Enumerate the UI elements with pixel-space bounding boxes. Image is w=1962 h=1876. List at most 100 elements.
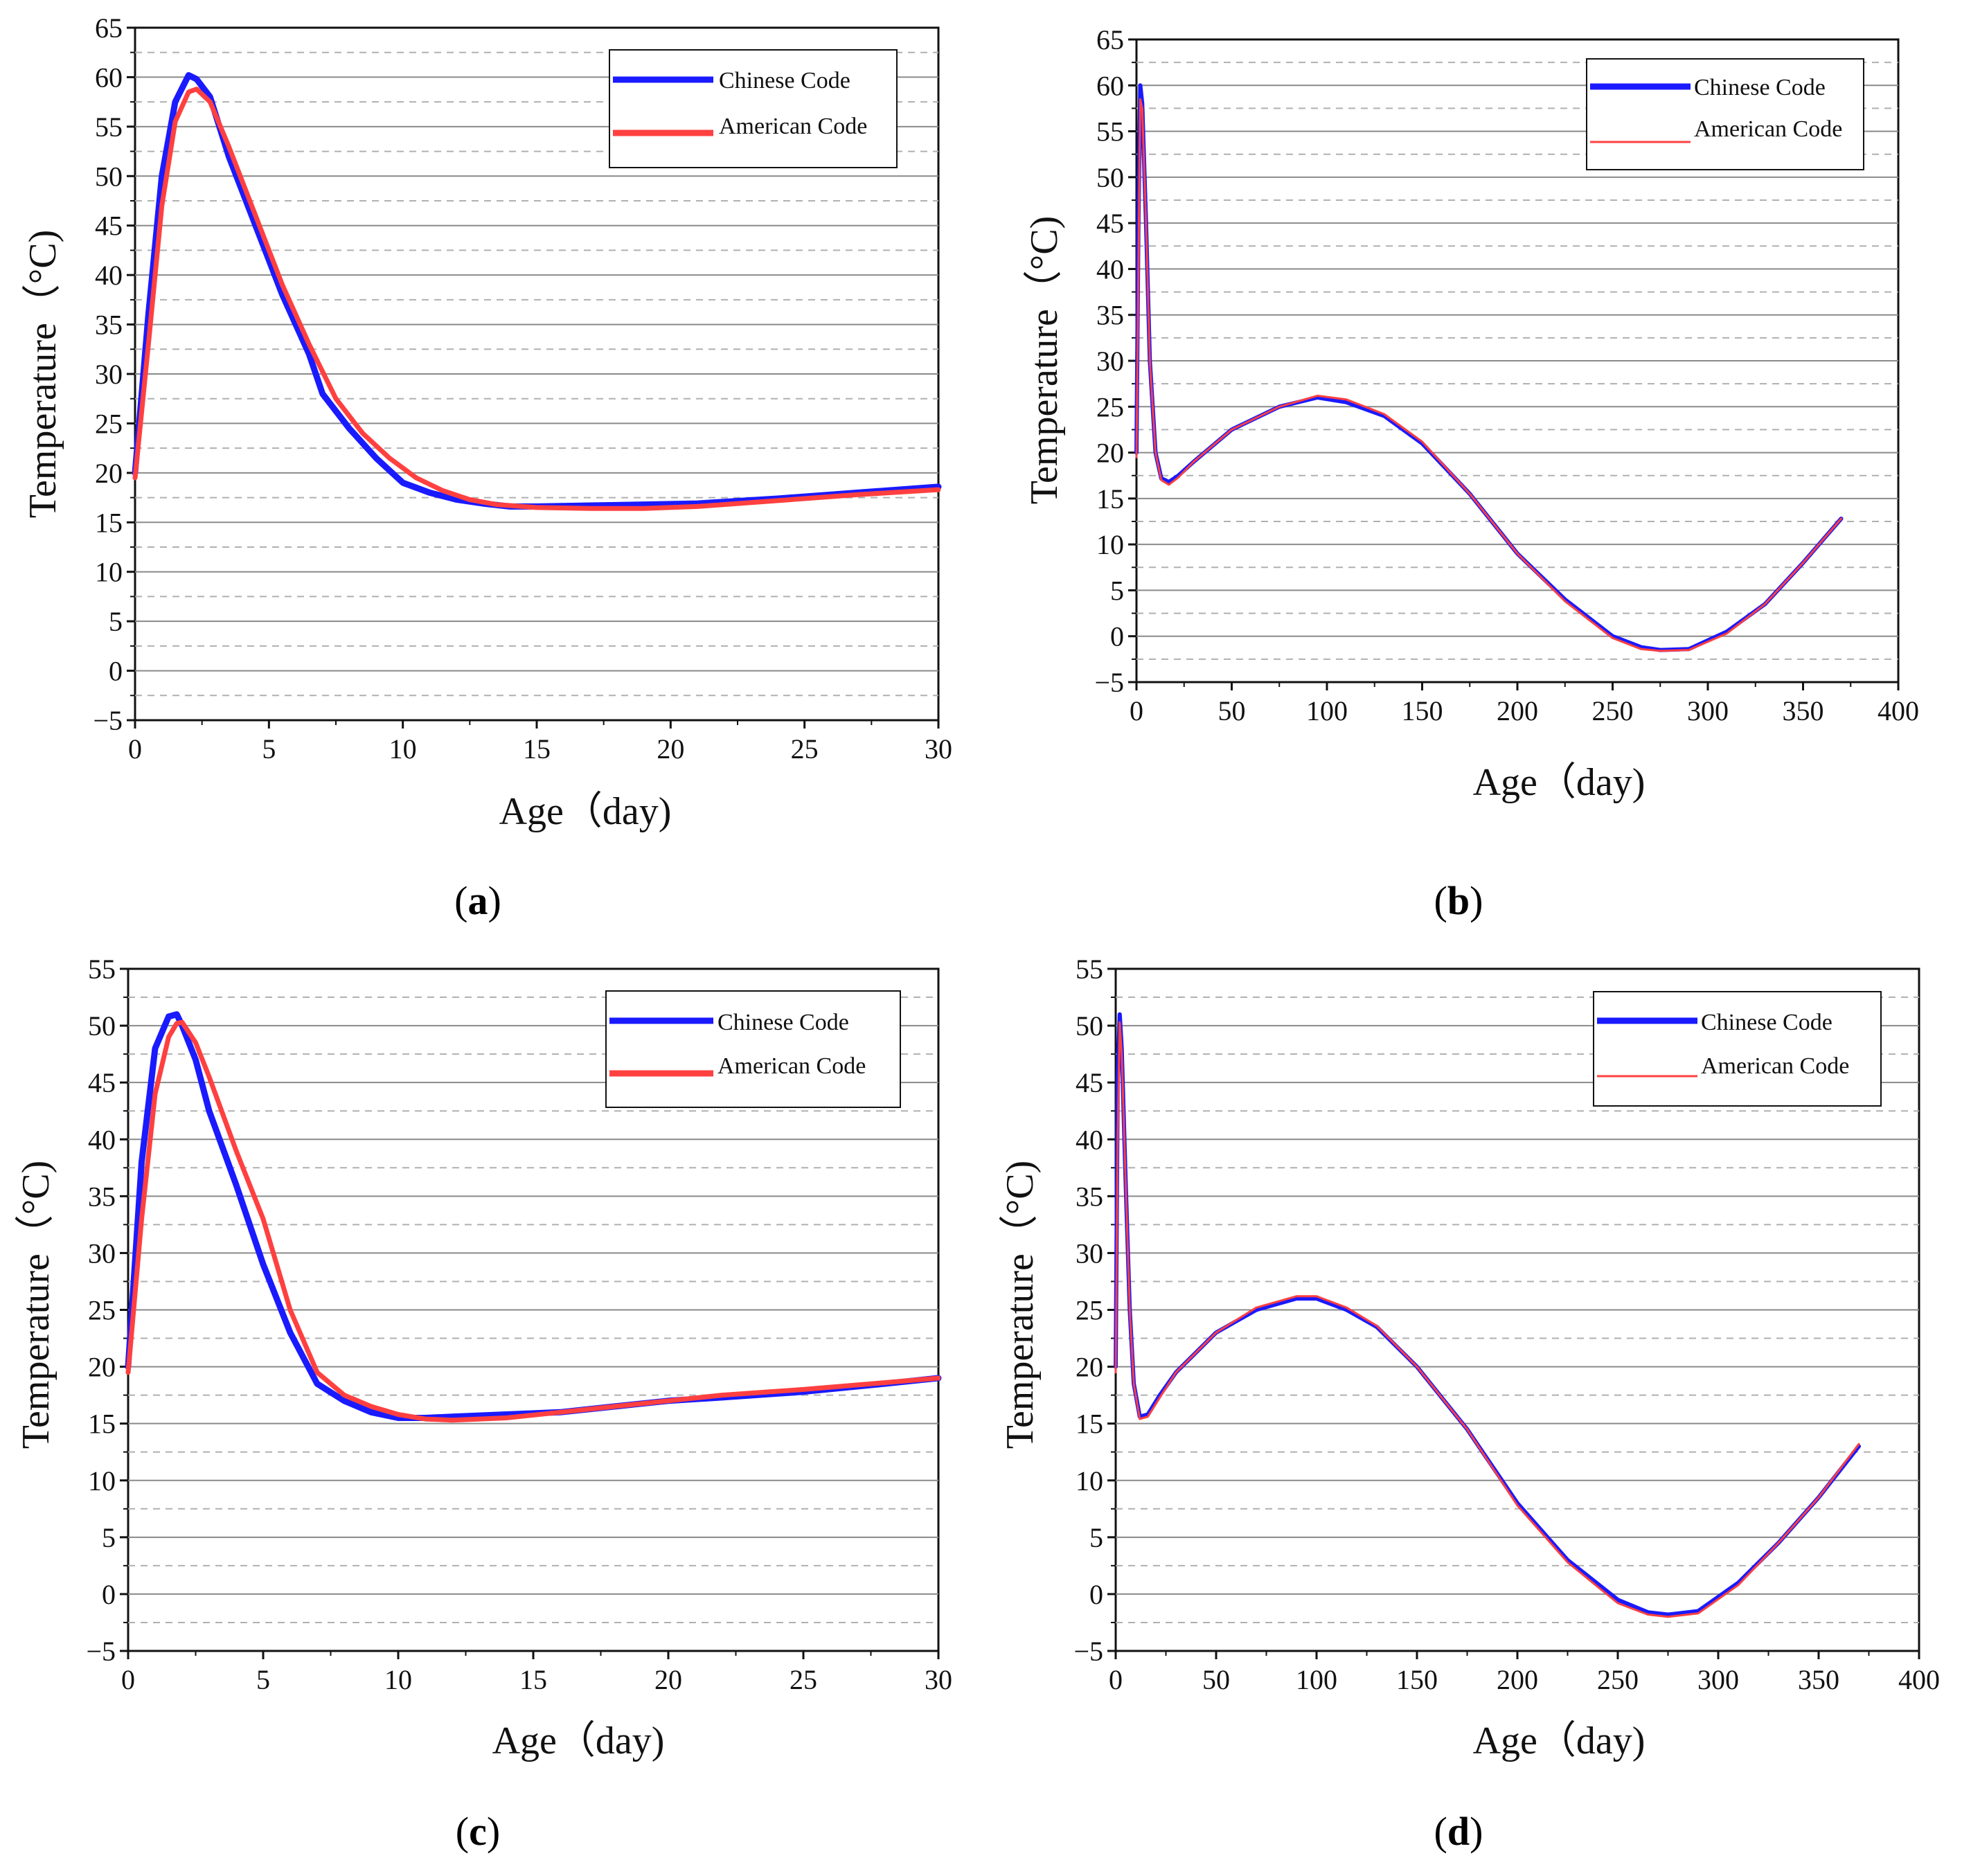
y-tick-label: 0 (109, 656, 123, 687)
panel-label: (a) (454, 878, 501, 923)
panel-label-letter: d (1447, 1809, 1470, 1854)
y-tick-label: 5 (109, 606, 123, 637)
y-tick-label: 65 (95, 12, 123, 44)
y-tick-label: 45 (1096, 208, 1124, 239)
x-tick-label: 200 (1497, 1664, 1538, 1695)
panel-label: (d) (1434, 1809, 1483, 1854)
legend-label-american: American Code (1701, 1053, 1849, 1079)
y-tick-label: 60 (95, 62, 123, 93)
y-tick-label: 65 (1096, 24, 1124, 55)
x-tick-label: 100 (1296, 1664, 1337, 1695)
y-tick-label: 15 (1076, 1409, 1103, 1440)
legend-label-american: American Code (717, 1053, 866, 1079)
legend: Chinese Code American Code (1586, 58, 1864, 170)
panel-b: −5 0 5 10 15 20 25 30 35 40 45 50 55 60 65 0 50 100 150 200… (981, 0, 1961, 938)
y-tick-label: 45 (1076, 1067, 1103, 1098)
y-tick-label: 50 (1096, 162, 1124, 193)
x-tick-label: 100 (1306, 695, 1348, 726)
y-tick-label: 55 (1076, 954, 1103, 985)
x-tick-label: 400 (1898, 1664, 1940, 1695)
x-tick-label: 50 (1202, 1664, 1230, 1695)
y-tick-label: 45 (95, 211, 123, 242)
y-tick-label: 50 (95, 161, 123, 192)
x-tick-label: 5 (262, 733, 276, 765)
x-tick-label: 350 (1798, 1664, 1839, 1695)
grid-layer (1116, 997, 1919, 1623)
y-tick-label: 55 (95, 111, 123, 143)
x-tick-label: 250 (1592, 695, 1634, 726)
panel-c: −5 0 5 10 15 20 25 30 35 40 45 50 55 0 5 10 15 20 25 30 Tem… (0, 938, 981, 1875)
y-tick-label: 25 (88, 1295, 116, 1326)
x-tick-label: 25 (791, 733, 819, 765)
y-tick-label: 35 (1076, 1181, 1103, 1212)
legend: Chinese Code American Code (605, 990, 901, 1108)
x-tick-label: 300 (1697, 1664, 1739, 1695)
y-axis-title: Temperature（°C) (1023, 216, 1066, 505)
x-tick-label: 250 (1597, 1664, 1639, 1695)
legend-box (609, 49, 898, 168)
panel-a: −5 0 5 10 15 20 25 30 35 40 45 50 55 60 65 0 5 10 15 20 25 30… (0, 0, 981, 938)
y-tick-label: 0 (1110, 621, 1124, 652)
series-line-chinese-code (132, 72, 942, 510)
series-line-american-code (1114, 1021, 1860, 1618)
x-tick-label: 50 (1218, 695, 1246, 726)
series-line-american-code (132, 87, 941, 511)
x-tick-label: 25 (790, 1664, 817, 1695)
legend-label-chinese: Chinese Code (717, 1010, 849, 1035)
y-tick-label: −5 (1094, 667, 1124, 698)
y-tick-label: 5 (1089, 1522, 1103, 1553)
x-tick-label: 10 (389, 733, 417, 765)
y-tick-label: 10 (1096, 529, 1124, 560)
panel-label: (c) (456, 1809, 500, 1854)
y-axis-title: Temperature（°C) (21, 230, 64, 519)
y-tick-label: 20 (95, 458, 123, 489)
panel-label-letter: a (468, 878, 488, 923)
y-tick-label: 40 (1076, 1124, 1103, 1155)
x-tick-label: 400 (1878, 695, 1919, 726)
y-tick-label: 25 (1076, 1295, 1103, 1326)
legend: Chinese Code American Code (1593, 991, 1882, 1107)
y-tick-label: 0 (102, 1579, 116, 1610)
x-tick-label: 0 (128, 733, 142, 765)
x-tick-label: 200 (1497, 695, 1538, 726)
x-tick-label: 30 (925, 733, 952, 765)
y-tick-label: 50 (88, 1010, 116, 1042)
y-tick-label: 20 (1096, 438, 1124, 469)
y-tick-label: −5 (86, 1636, 116, 1667)
y-tick-label: 20 (88, 1352, 116, 1383)
legend-box (605, 990, 901, 1108)
panel-label-letter: c (469, 1809, 487, 1854)
legend-label-chinese: Chinese Code (719, 68, 850, 93)
x-tick-label: 5 (256, 1664, 270, 1695)
legend-label-chinese: Chinese Code (1694, 75, 1826, 100)
y-tick-label: 25 (1096, 391, 1124, 422)
y-tick-label: 10 (1076, 1465, 1103, 1497)
series-layer (1134, 83, 1844, 652)
y-tick-label: 40 (1096, 253, 1124, 285)
y-tick-label: 35 (95, 310, 123, 341)
x-tick-label: 15 (523, 733, 551, 765)
y-tick-label: 20 (1076, 1352, 1103, 1383)
y-tick-label: 15 (88, 1409, 116, 1440)
y-tick-label: −5 (93, 705, 123, 736)
panel-label: (b) (1434, 878, 1483, 923)
series-layer (132, 72, 942, 511)
y-tick-label: 30 (95, 359, 123, 390)
y-tick-label: 30 (88, 1238, 116, 1269)
legend: Chinese Code American Code (609, 49, 898, 168)
x-tick-label: 350 (1783, 695, 1824, 726)
y-tick-label: 10 (88, 1465, 116, 1497)
y-tick-label: 30 (1096, 346, 1124, 377)
y-tick-label: 60 (1096, 70, 1124, 101)
legend-label-chinese: Chinese Code (1701, 1010, 1832, 1035)
y-tick-label: 35 (88, 1181, 116, 1212)
series-layer (125, 1011, 942, 1423)
x-tick-label: 0 (1109, 1664, 1123, 1695)
